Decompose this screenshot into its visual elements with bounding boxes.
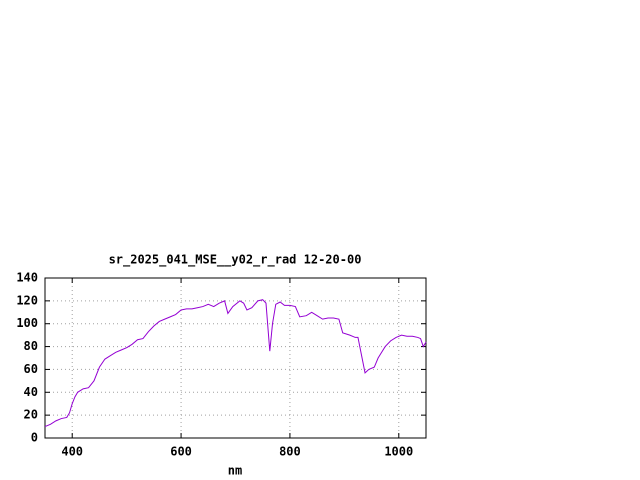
data-line xyxy=(44,299,427,428)
x-tick-label: 400 xyxy=(61,445,83,459)
plot-frame xyxy=(44,277,427,439)
y-tick-label: 20 xyxy=(24,408,38,422)
y-tick-label: 60 xyxy=(24,362,38,376)
y-tick-label: 80 xyxy=(24,339,38,353)
y-tick-label: 120 xyxy=(16,293,38,307)
x-axis-label: nm xyxy=(228,464,242,478)
y-tick-label: 0 xyxy=(31,431,38,445)
x-tick-label: 600 xyxy=(170,445,192,459)
chart-title: sr_2025_041_MSE__y02_r_rad 12-20-00 xyxy=(109,253,362,268)
y-tick-label: 40 xyxy=(24,385,38,399)
x-tick-label: 800 xyxy=(279,445,301,459)
x-tick-label: 1000 xyxy=(384,445,413,459)
y-tick-label: 140 xyxy=(16,271,38,285)
y-tick-label: 100 xyxy=(16,316,38,330)
